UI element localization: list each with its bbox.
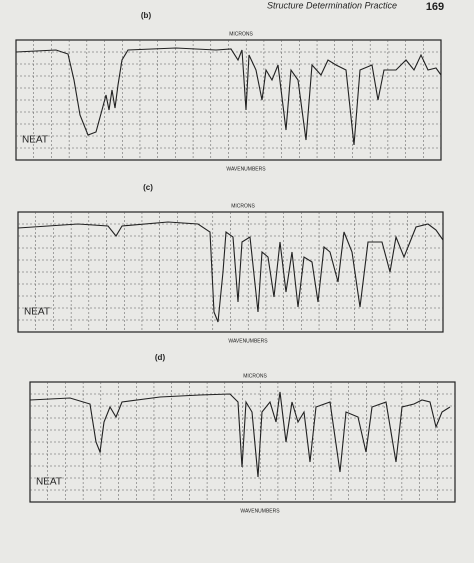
- top-axis-title: MICRONS: [229, 31, 253, 37]
- spectrum: (c) WAVENUMBERS MICRONS NEAT: [17, 183, 444, 344]
- sample-label: NEAT: [22, 135, 48, 146]
- page-number: 169: [426, 1, 444, 13]
- top-axis-title: MICRONS: [231, 203, 255, 209]
- running-title: Structure Determination Practice: [267, 0, 397, 10]
- spectrum-curve: [15, 47, 442, 146]
- sample-label: NEAT: [36, 477, 62, 488]
- spectrum-label: (b): [141, 11, 152, 20]
- spectrum-label: (c): [143, 183, 153, 192]
- bottom-axis-title: WAVENUMBERS: [228, 338, 268, 344]
- spectrum-label: (d): [155, 353, 166, 362]
- top-axis-title: MICRONS: [243, 373, 267, 379]
- spectrum: (d) WAVENUMBERS MICRONS NEAT: [29, 353, 456, 514]
- spectrum-curve: [29, 391, 451, 478]
- sample-label: NEAT: [24, 307, 50, 318]
- bottom-axis-title: WAVENUMBERS: [226, 166, 266, 172]
- bottom-axis-title: WAVENUMBERS: [240, 508, 280, 514]
- spectrum: (b) WAVENUMBERS MICRONS NEAT: [15, 11, 442, 172]
- spectrum-curve: [17, 221, 444, 323]
